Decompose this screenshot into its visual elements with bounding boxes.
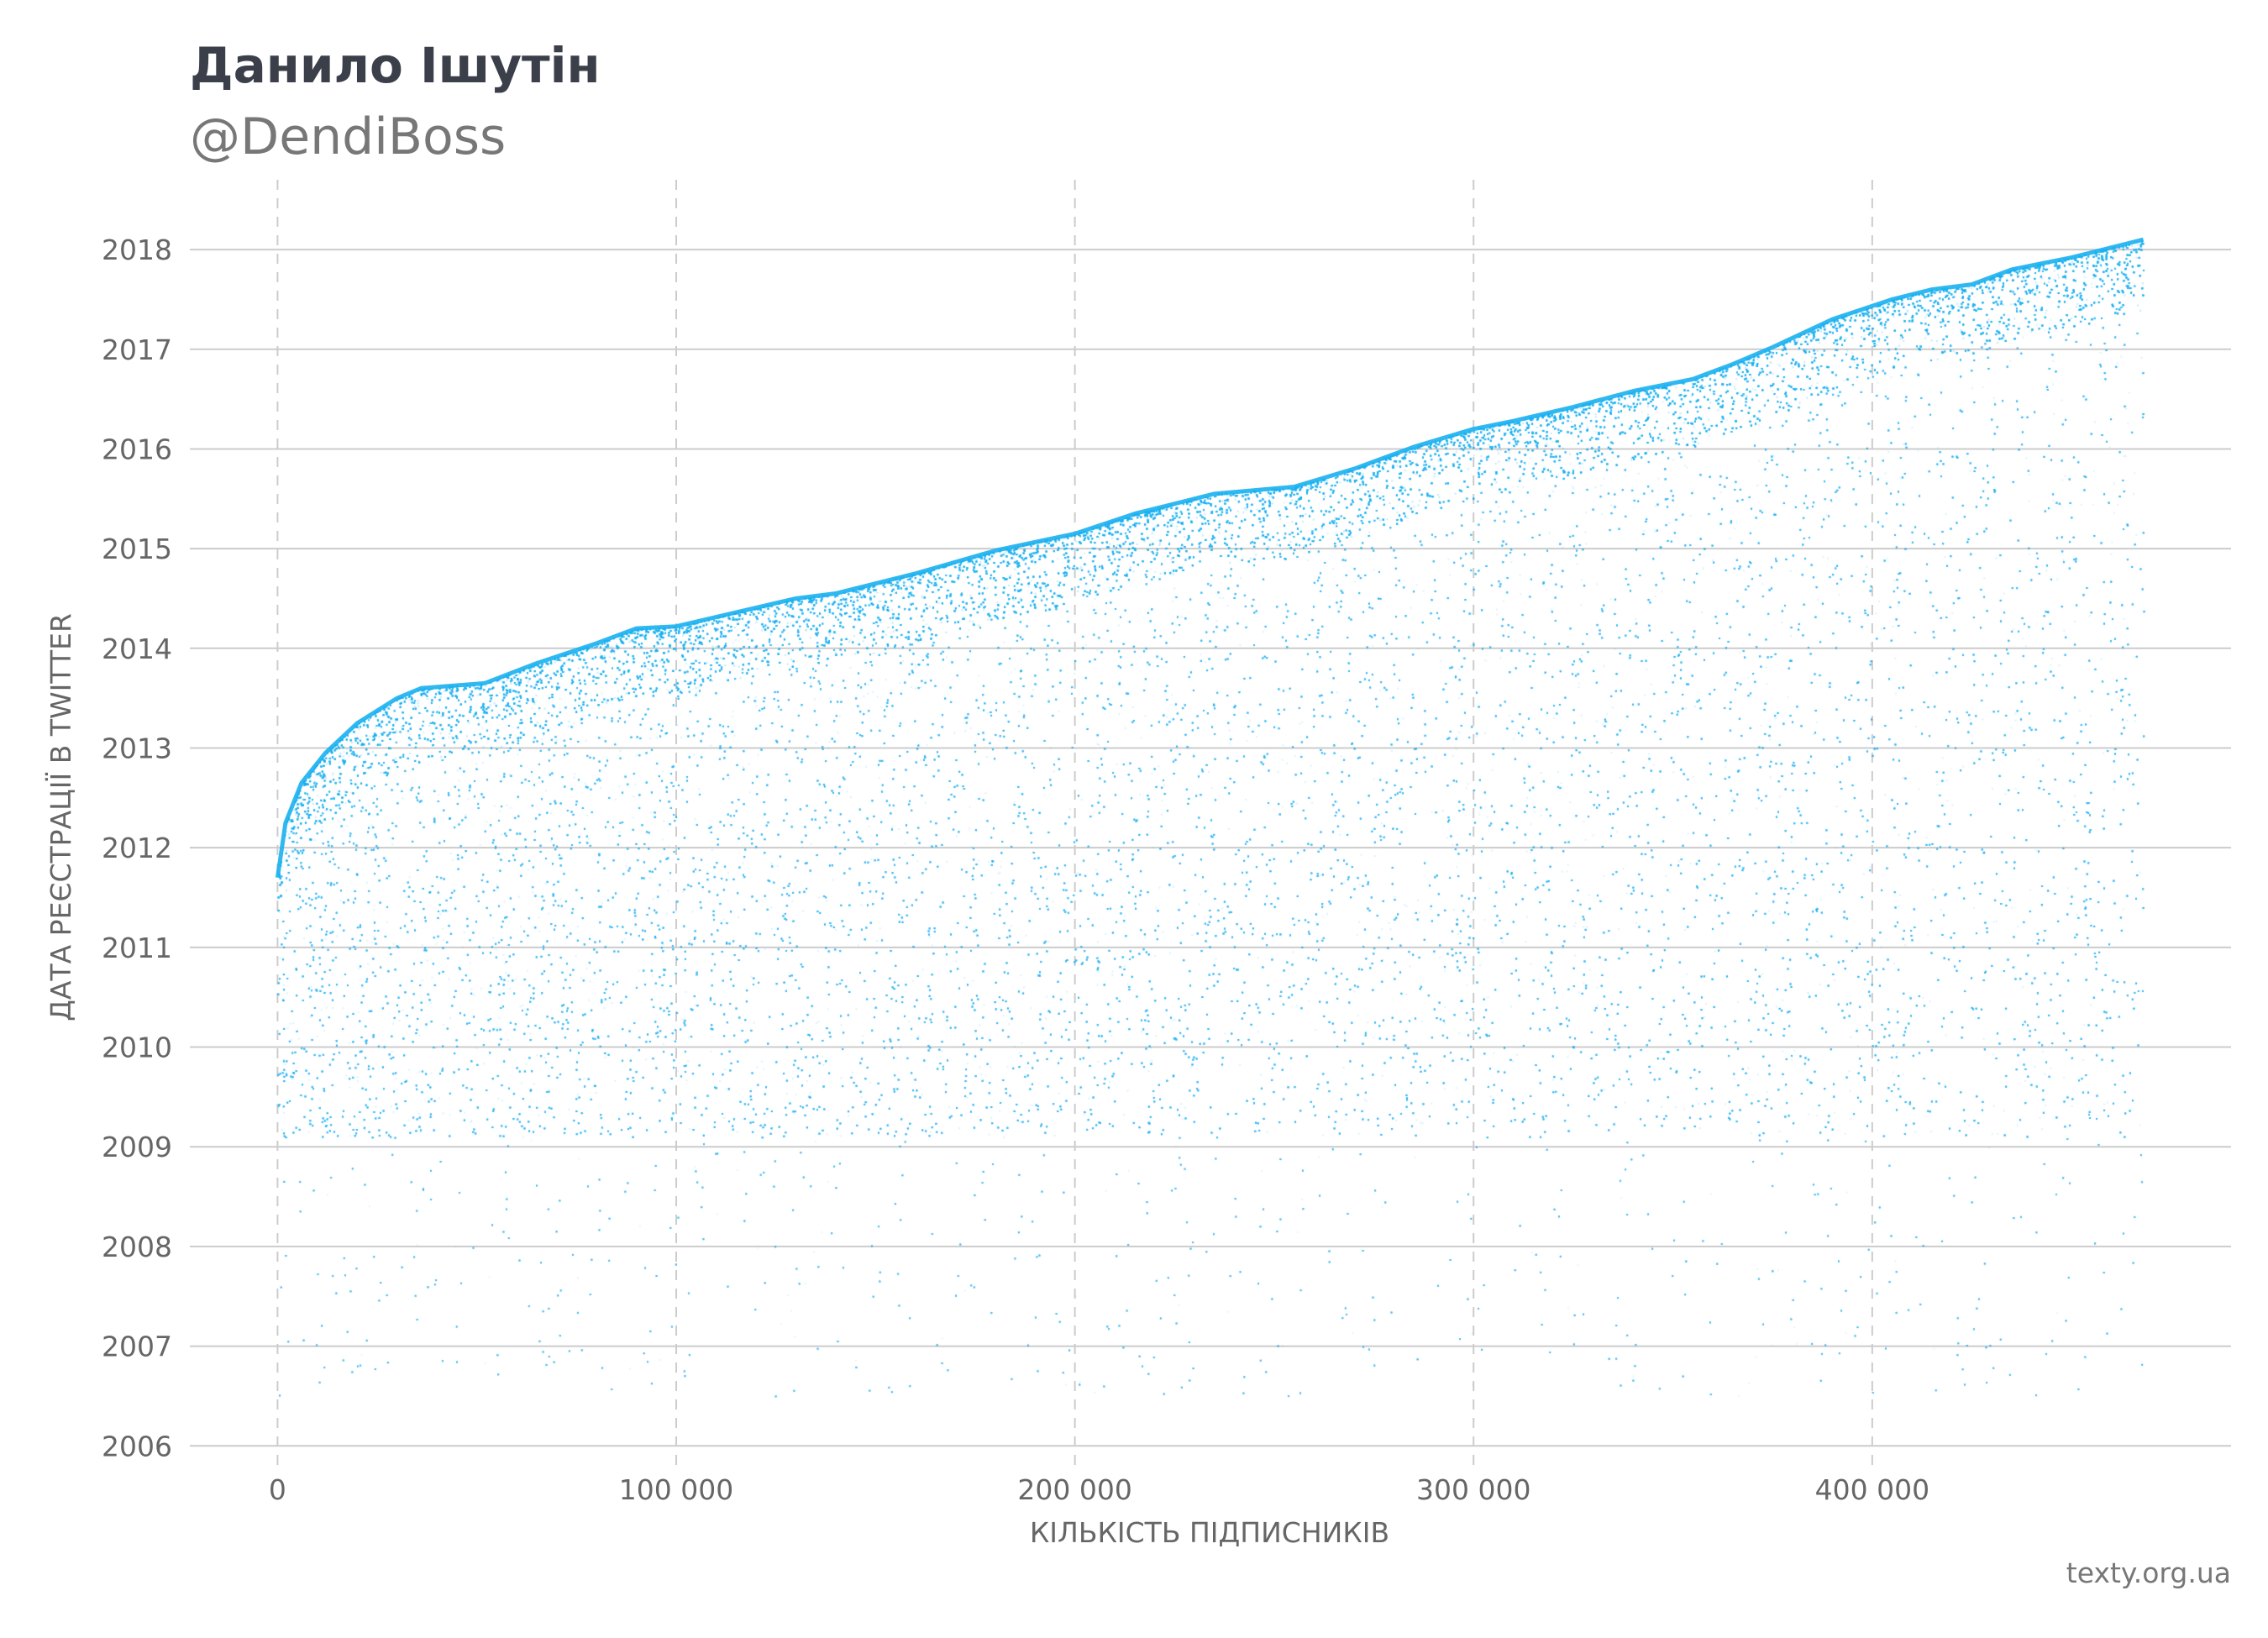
x-tick-label: 300 000 [1416,1473,1530,1506]
x-tick-label: 400 000 [1815,1473,1929,1506]
chart-title: Данило Ішутін [190,37,601,94]
x-tick-label: 100 000 [619,1473,733,1506]
x-axis-label: КІЛЬКІСТЬ ПІДПИСНИКІВ [1030,1516,1389,1549]
y-tick-label: 2015 [102,533,172,565]
x-tick-label: 200 000 [1017,1473,1131,1506]
x-axis-ticks: 0 100 000 200 000 300 000 400 000 [269,1473,1929,1506]
frontier-edge [275,237,2145,879]
y-tick-label: 2018 [102,234,172,266]
chart-subtitle: @DendiBoss [190,108,507,166]
y-tick-label: 2006 [102,1430,172,1462]
y-tick-label: 2017 [102,333,172,366]
y-tick-label: 2012 [102,832,172,864]
y-tick-label: 2016 [102,433,172,465]
y-tick-label: 2014 [102,633,172,665]
y-axis-label: ДАТА РЕЄСТРАЦІЇ В TWITTER [45,613,77,1021]
point-cloud [190,180,2231,1466]
y-axis-ticks: 2006 2007 2008 2009 2010 2011 2012 2013 2014 2015… [102,234,172,1462]
y-tick-label: 2007 [102,1331,172,1363]
source-credit: texty.org.ua [2066,1557,2231,1589]
frontier-line [275,237,2145,879]
x-tick-label: 0 [269,1473,286,1506]
y-tick-label: 2010 [102,1032,172,1064]
y-tick-label: 2008 [102,1231,172,1263]
y-tick-label: 2009 [102,1131,172,1163]
scatter-points [190,180,2231,1466]
y-tick-label: 2011 [102,932,172,964]
y-tick-label: 2013 [102,732,172,764]
